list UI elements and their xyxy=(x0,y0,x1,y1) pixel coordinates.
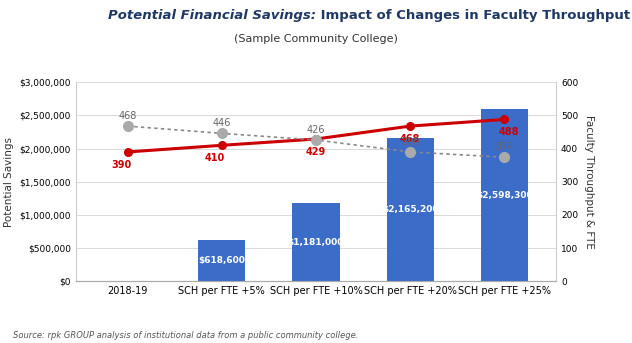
Text: 468: 468 xyxy=(118,111,137,121)
Text: $2,165,200: $2,165,200 xyxy=(382,205,439,214)
Text: 488: 488 xyxy=(499,127,520,138)
Text: $1,181,000: $1,181,000 xyxy=(288,238,344,247)
Text: 390: 390 xyxy=(401,137,420,147)
Text: (Sample Community College): (Sample Community College) xyxy=(234,34,398,44)
Text: Impact of Changes in Faculty Throughput: Impact of Changes in Faculty Throughput xyxy=(316,9,630,22)
Text: 410: 410 xyxy=(205,153,226,163)
Text: 429: 429 xyxy=(306,147,326,157)
Bar xyxy=(293,203,339,281)
Legend: Potential Savings, Faculty Throughput (SCH per FTE Faculty), Faculty FTE: Potential Savings, Faculty Throughput (S… xyxy=(87,342,545,343)
Text: 426: 426 xyxy=(307,125,325,135)
Text: 468: 468 xyxy=(400,134,420,144)
Text: $2,598,300: $2,598,300 xyxy=(476,191,533,200)
Text: Potential Financial Savings:: Potential Financial Savings: xyxy=(108,9,316,22)
Text: 374: 374 xyxy=(495,142,514,152)
Bar xyxy=(481,109,528,281)
Text: 446: 446 xyxy=(212,118,231,128)
Text: $618,600: $618,600 xyxy=(198,256,245,265)
Bar xyxy=(387,138,434,281)
Bar xyxy=(198,240,245,281)
Y-axis label: Faculty Throughput & FTE: Faculty Throughput & FTE xyxy=(584,115,594,249)
Text: 390: 390 xyxy=(111,160,131,170)
Y-axis label: Potential Savings: Potential Savings xyxy=(4,137,14,227)
Text: Source: rpk GROUP analysis of institutional data from a public community college: Source: rpk GROUP analysis of institutio… xyxy=(13,331,358,340)
